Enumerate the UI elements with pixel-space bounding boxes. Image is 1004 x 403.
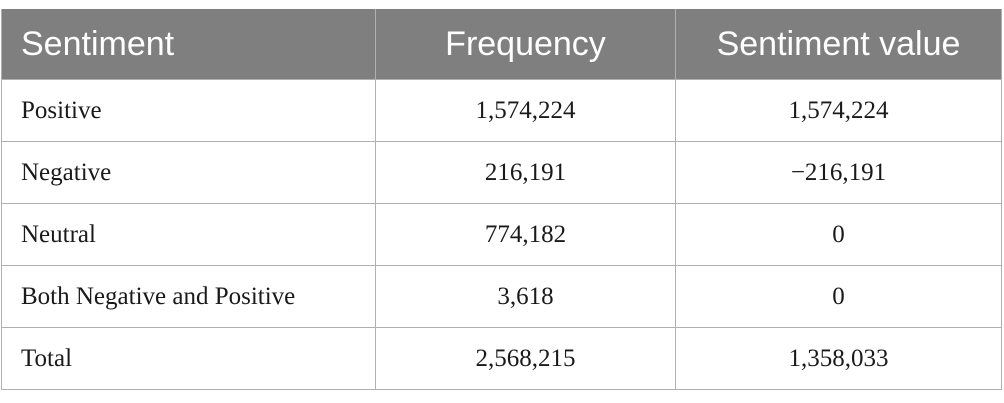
- table-row: Positive 1,574,224 1,574,224: [1, 79, 1002, 142]
- cell-frequency: 2,568,215: [375, 327, 676, 390]
- table-row: Negative 216,191 −216,191: [1, 141, 1002, 204]
- cell-frequency: 3,618: [375, 265, 676, 328]
- table-row-total: Total 2,568,215 1,358,033: [1, 327, 1002, 390]
- cell-sentiment: Negative: [1, 141, 376, 204]
- header-frequency: Frequency: [375, 9, 676, 80]
- table-row: Neutral 774,182 0: [1, 203, 1002, 266]
- cell-sentiment-value: 0: [675, 265, 1002, 328]
- cell-frequency: 774,182: [375, 203, 676, 266]
- cell-frequency: 216,191: [375, 141, 676, 204]
- cell-sentiment-value: 0: [675, 203, 1002, 266]
- table-header: Sentiment Frequency Sentiment value: [1, 9, 1002, 80]
- header-row: Sentiment Frequency Sentiment value: [1, 9, 1002, 80]
- cell-sentiment-value: 1,574,224: [675, 79, 1002, 142]
- cell-sentiment-value: 1,358,033: [675, 327, 1002, 390]
- table-row: Both Negative and Positive 3,618 0: [1, 265, 1002, 328]
- sentiment-table: Sentiment Frequency Sentiment value Posi…: [1, 9, 1002, 390]
- table-body: Positive 1,574,224 1,574,224 Negative 21…: [1, 79, 1002, 390]
- cell-sentiment-value: −216,191: [675, 141, 1002, 204]
- cell-sentiment: Neutral: [1, 203, 376, 266]
- header-sentiment-value: Sentiment value: [675, 9, 1002, 80]
- cell-sentiment: Both Negative and Positive: [1, 265, 376, 328]
- cell-sentiment: Total: [1, 327, 376, 390]
- sentiment-table-container: Sentiment Frequency Sentiment value Posi…: [1, 9, 1002, 390]
- header-sentiment: Sentiment: [1, 9, 376, 80]
- cell-sentiment: Positive: [1, 79, 376, 142]
- cell-frequency: 1,574,224: [375, 79, 676, 142]
